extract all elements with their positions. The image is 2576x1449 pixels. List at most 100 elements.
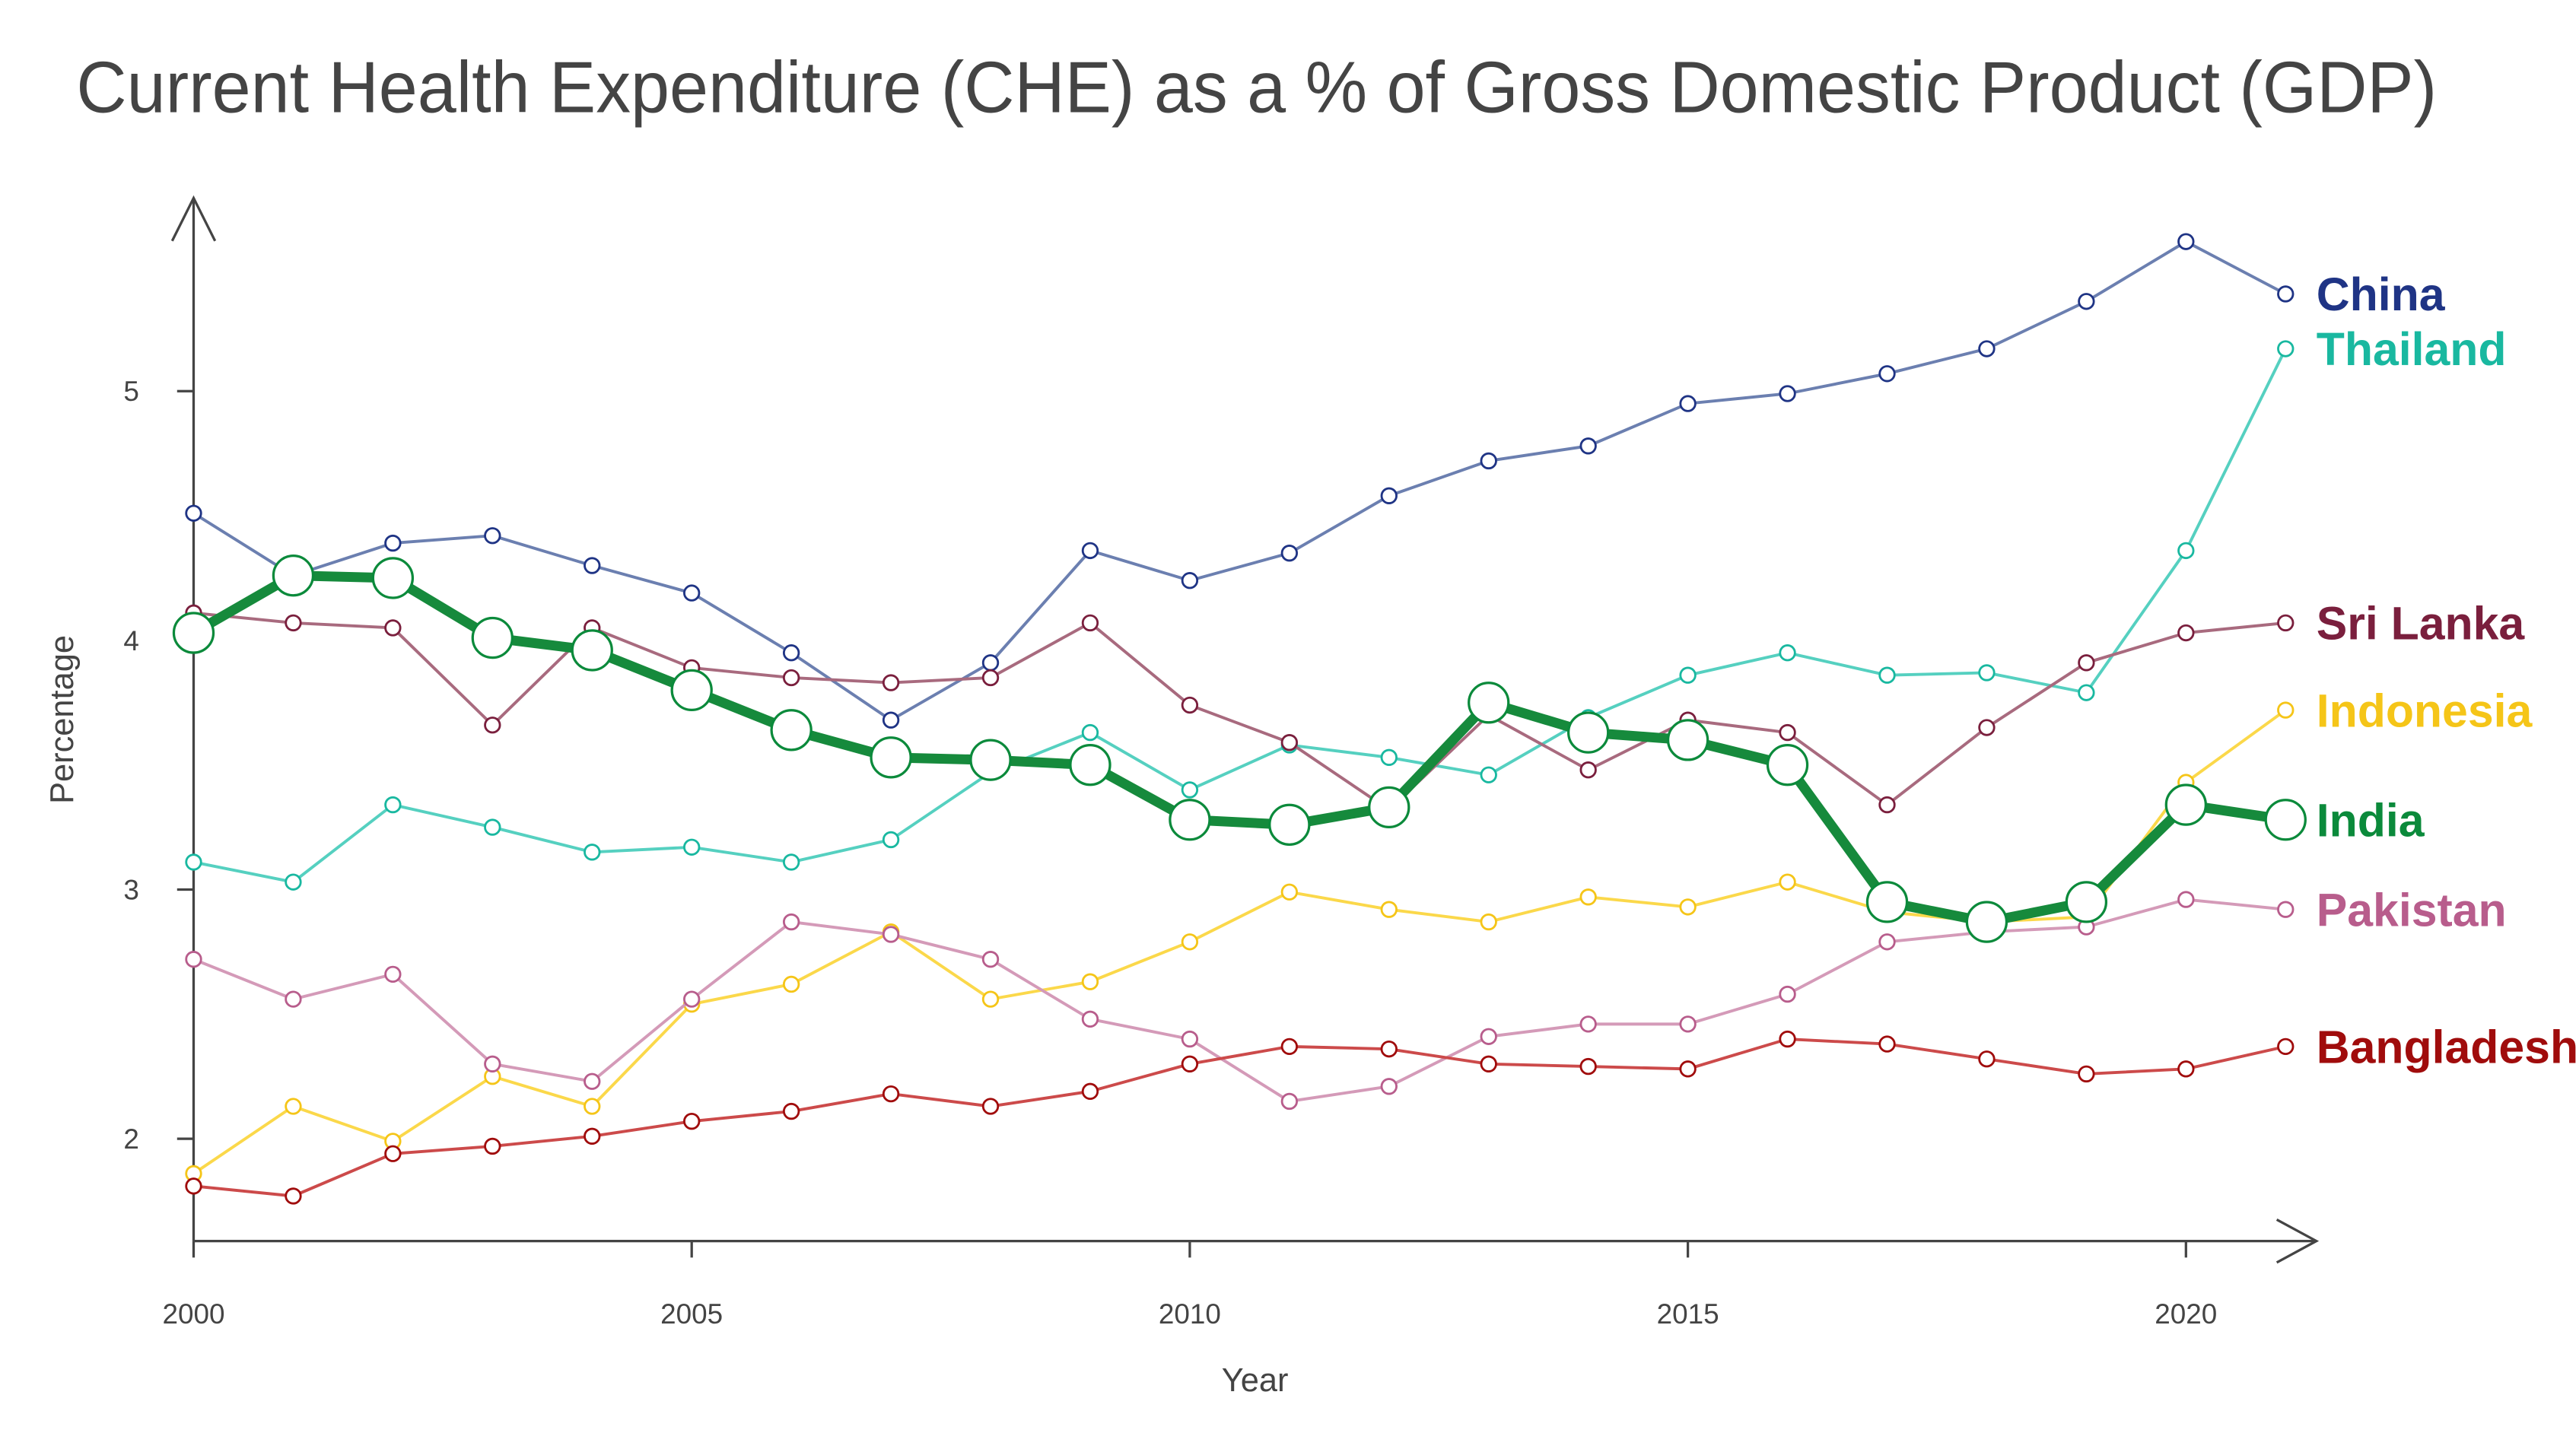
data-point: [1280, 545, 1299, 562]
data-point: [1779, 985, 1796, 1003]
data-point: [1081, 1082, 1099, 1101]
y-tick-label: 5: [123, 376, 139, 407]
data-point: [1978, 664, 1996, 682]
data-point: [2177, 542, 2195, 560]
x-tick-label: 2020: [2155, 1298, 2217, 1330]
data-point: [882, 674, 900, 691]
data-point: [384, 965, 402, 983]
data-point: [981, 654, 1000, 672]
data-point: [981, 1098, 1000, 1115]
data-point: [384, 619, 402, 637]
data-point: [172, 612, 215, 654]
data-point: [2065, 881, 2108, 923]
series-line: [193, 348, 2288, 884]
series-line: [192, 898, 2286, 1103]
data-point: [2177, 233, 2195, 250]
data-point: [1280, 733, 1299, 752]
series-label: Pakistan: [2317, 884, 2507, 936]
x-axis-arrow: [2275, 1218, 2320, 1264]
data-point: [1181, 572, 1199, 589]
data-point: [1468, 682, 1510, 724]
data-point: [371, 557, 415, 599]
data-point: [1069, 743, 1111, 786]
data-point: [1579, 761, 1597, 779]
series-label: Bangladesh: [2317, 1022, 2576, 1073]
data-point: [683, 838, 701, 856]
data-point: [782, 669, 800, 687]
data-point: [882, 711, 900, 729]
data-point: [1679, 1015, 1697, 1033]
series-line: [192, 240, 2287, 722]
data-point: [584, 557, 601, 574]
data-point: [1878, 933, 1896, 951]
series-label: Sri Lanka: [2317, 598, 2526, 650]
data-point: [1081, 723, 1099, 742]
data-point: [1480, 1055, 1497, 1072]
data-point: [1978, 1050, 1996, 1068]
data-point: [782, 913, 800, 931]
x-tick-label: 2015: [1657, 1298, 1719, 1330]
data-point: [2177, 624, 2195, 642]
data-point: [1480, 1028, 1497, 1045]
data-point: [185, 1177, 202, 1195]
data-point: [1380, 1040, 1398, 1058]
series-pakistan: Pakistan: [185, 884, 2507, 1111]
data-point: [1181, 1030, 1199, 1048]
data-point: [870, 736, 912, 779]
data-point: [1679, 1060, 1697, 1078]
x-tick-label: 2010: [1159, 1298, 1221, 1330]
series-china: China: [185, 233, 2446, 729]
data-point: [484, 1055, 501, 1072]
x-tick-label: 2000: [162, 1298, 224, 1330]
data-point: [484, 527, 501, 545]
data-point: [1268, 803, 1311, 846]
series-thailand: Thailand: [185, 323, 2507, 891]
series-indonesia: Indonesia: [185, 685, 2533, 1183]
data-point: [1779, 385, 1796, 402]
data-point: [2078, 654, 2095, 672]
data-point: [285, 990, 302, 1008]
data-point: [1380, 748, 1398, 767]
data-point: [2277, 285, 2295, 303]
data-point: [1779, 1030, 1796, 1048]
data-point: [882, 926, 900, 943]
data-point: [1280, 883, 1299, 901]
data-point: [185, 951, 202, 968]
series-label: Indonesia: [2317, 685, 2533, 736]
data-point: [1978, 719, 1996, 736]
data-point: [285, 614, 302, 632]
series-label: China: [2317, 269, 2446, 320]
data-point: [2177, 1060, 2195, 1078]
series-line: [191, 570, 2287, 927]
data-point: [484, 818, 501, 836]
data-point: [1380, 901, 1398, 918]
data-point: [2277, 1037, 2295, 1056]
data-point: [384, 1145, 402, 1162]
data-point: [782, 644, 800, 662]
data-point: [584, 1072, 601, 1090]
series-label: India: [2317, 794, 2425, 846]
data-point: [1181, 781, 1199, 799]
data-point: [1878, 796, 1896, 814]
data-point: [1978, 340, 1996, 357]
data-point: [2277, 340, 2295, 357]
series-label: Thailand: [2317, 323, 2507, 375]
data-point: [1567, 711, 1610, 754]
data-point: [1280, 1092, 1299, 1111]
data-point: [1878, 365, 1896, 383]
data-point: [969, 739, 1012, 781]
data-point: [1878, 666, 1896, 684]
data-point: [2078, 684, 2095, 701]
data-point: [1865, 881, 1909, 923]
data-point: [471, 616, 514, 659]
data-point: [185, 853, 202, 871]
data-point: [782, 853, 800, 871]
series-bangladesh: Bangladesh: [185, 1022, 2576, 1205]
x-tick-label: 2005: [660, 1298, 723, 1330]
data-point: [2277, 901, 2295, 918]
data-point: [484, 717, 501, 734]
series-line: [193, 611, 2286, 812]
data-point: [185, 504, 202, 522]
data-point: [1679, 395, 1697, 412]
